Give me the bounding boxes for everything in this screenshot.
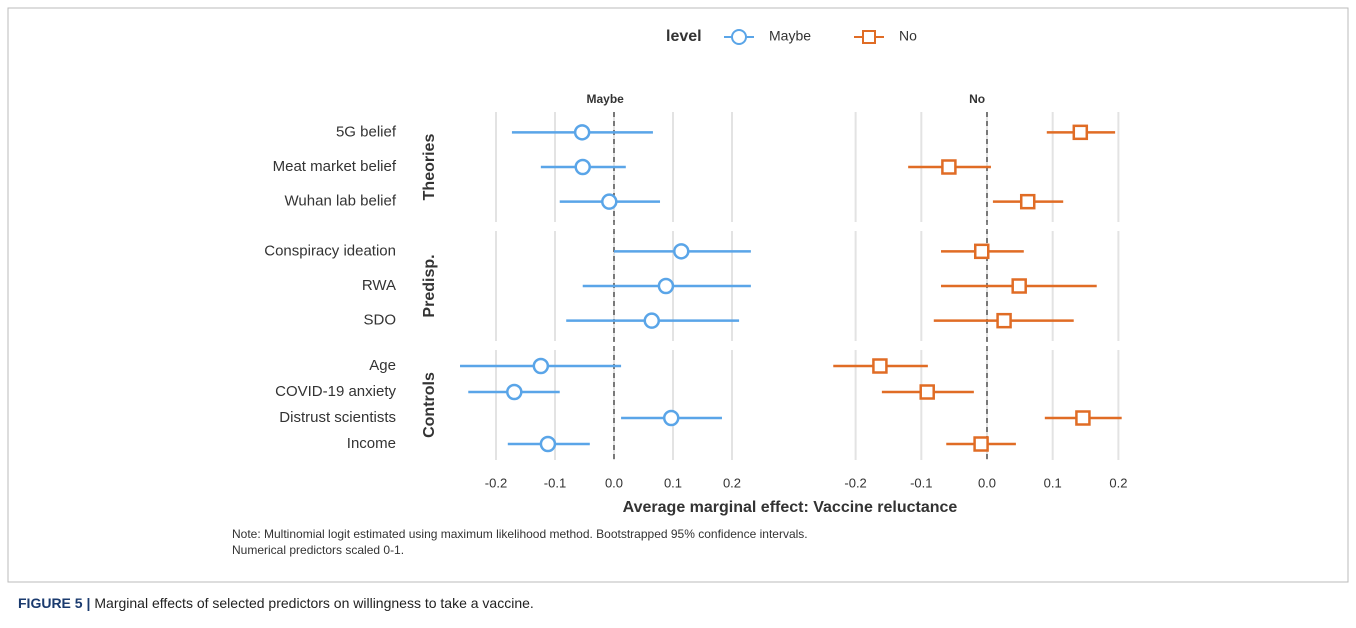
point-estimate <box>973 436 989 452</box>
point-estimate <box>1075 410 1091 426</box>
point-estimate <box>919 384 935 400</box>
group-label: Controls <box>421 372 438 438</box>
x-axis-label: Average marginal effect: Vaccine relucta… <box>623 499 958 516</box>
point-estimate <box>506 383 523 401</box>
point-estimate <box>941 159 957 175</box>
category-label: Distrust scientists <box>279 409 396 426</box>
note: Note: Multinomial logit estimated using … <box>232 527 808 541</box>
legend-marker <box>862 30 876 44</box>
x-tick-label: 0.2 <box>723 475 741 490</box>
facet-title: Maybe <box>586 92 624 106</box>
point-estimate <box>973 243 990 260</box>
legend-title: level <box>666 28 702 45</box>
point-estimate <box>1011 278 1027 294</box>
category-label: Age <box>369 357 396 374</box>
group-label: Theories <box>421 134 438 201</box>
category-label: SDO <box>363 312 396 329</box>
x-tick-label: -0.2 <box>485 475 507 490</box>
point-estimate <box>573 124 591 141</box>
category-label: RWA <box>362 277 396 294</box>
point-estimate <box>601 193 618 210</box>
x-tick-label: 0.0 <box>605 475 623 490</box>
legend-label: Maybe <box>769 28 811 44</box>
caption-label: FIGURE 5 | <box>18 595 90 611</box>
category-label: Wuhan lab belief <box>285 193 397 210</box>
category-label: 5G belief <box>336 123 397 140</box>
point-estimate <box>662 409 680 427</box>
category-label: COVID-19 anxiety <box>275 383 396 400</box>
x-tick-label: -0.1 <box>544 475 566 490</box>
point-estimate <box>532 357 550 375</box>
category-label: Income <box>347 435 396 452</box>
caption-text: Marginal effects of selected predictors … <box>94 595 533 611</box>
point-estimate <box>643 312 661 329</box>
legend-marker <box>731 29 747 45</box>
point-estimate <box>872 358 888 374</box>
x-tick-label: -0.2 <box>844 475 866 490</box>
figure-frame <box>7 7 1349 583</box>
x-tick-label: 0.1 <box>1044 475 1062 490</box>
point-estimate <box>1072 124 1089 141</box>
point-estimate <box>574 158 591 176</box>
caption: FIGURE 5 | Marginal effects of selected p… <box>18 595 534 611</box>
legend-label: No <box>899 28 917 44</box>
point-estimate <box>539 435 557 453</box>
category-label: Meat market belief <box>273 158 397 175</box>
point-estimate <box>1019 193 1036 210</box>
x-tick-label: 0.0 <box>978 475 996 490</box>
x-tick-label: 0.1 <box>664 475 682 490</box>
x-tick-label: -0.1 <box>910 475 932 490</box>
x-tick-label: 0.2 <box>1109 475 1127 490</box>
group-label: Predisp. <box>421 254 438 317</box>
facet-title: No <box>969 92 985 106</box>
point-estimate <box>657 277 675 295</box>
point-estimate <box>996 312 1012 329</box>
category-label: Conspiracy ideation <box>264 242 396 259</box>
point-estimate <box>673 243 690 260</box>
note: Numerical predictors scaled 0-1. <box>232 543 404 557</box>
